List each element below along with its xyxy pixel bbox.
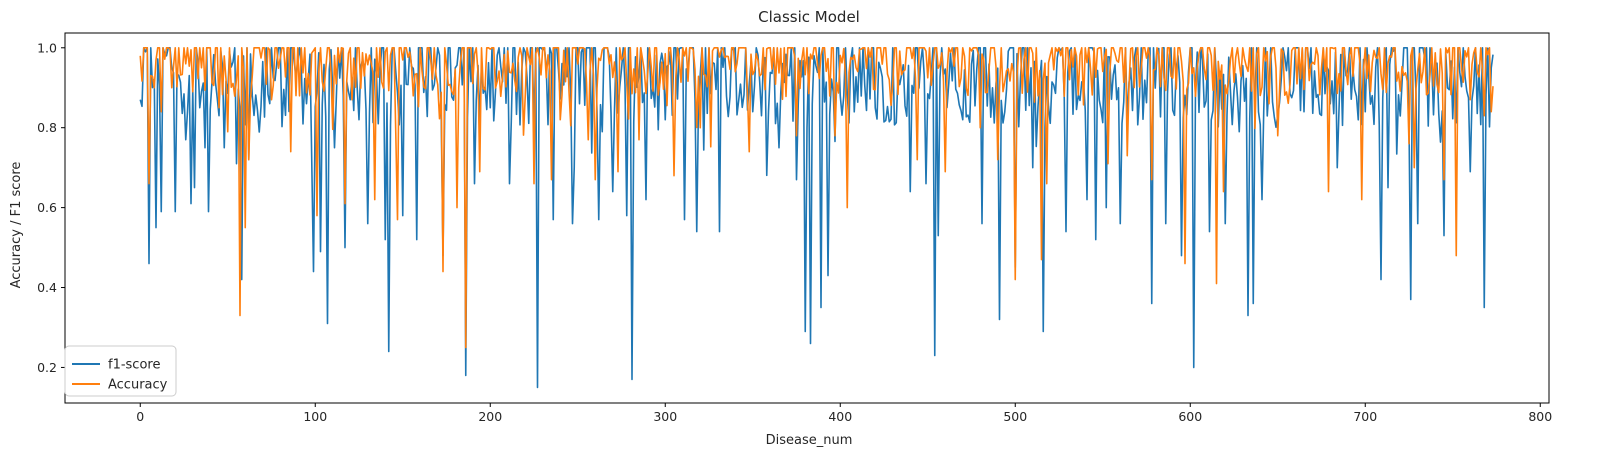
chart-title: Classic Model	[758, 8, 860, 26]
y-tick-label: 1.0	[37, 40, 57, 55]
series-line-accuracy	[139, 46, 1494, 349]
x-tick-label: 600	[1178, 409, 1202, 424]
plot-area	[64, 32, 1550, 404]
y-axis-label: Accuracy / F1 score	[9, 162, 24, 289]
x-tick-label: 400	[828, 409, 852, 424]
y-axis: 0.2 0.4 0.6 0.8 1.0	[37, 40, 65, 375]
y-tick-label: 0.6	[37, 200, 57, 215]
y-tick-label: 0.2	[37, 360, 57, 375]
x-tick-label: 500	[1003, 409, 1027, 424]
x-axis: 0 100 200 300 400 500 600 700 800	[136, 403, 1552, 424]
legend: f1-score Accuracy	[64, 345, 177, 397]
legend-label-f1-score: f1-score	[108, 358, 160, 373]
x-axis-label: Disease_num	[766, 433, 853, 448]
series-layer	[139, 46, 1494, 389]
plot-frame	[64, 32, 1550, 404]
legend-label-accuracy: Accuracy	[108, 378, 168, 393]
x-tick-label: 300	[653, 409, 677, 424]
y-tick-label: 0.4	[37, 280, 57, 295]
x-tick-label: 100	[303, 409, 327, 424]
series-line-f1-score	[139, 46, 1494, 389]
y-tick-label: 0.8	[37, 120, 57, 135]
x-tick-label: 800	[1528, 409, 1552, 424]
x-tick-label: 0	[136, 409, 144, 424]
x-tick-label: 700	[1353, 409, 1377, 424]
x-tick-label: 200	[478, 409, 502, 424]
